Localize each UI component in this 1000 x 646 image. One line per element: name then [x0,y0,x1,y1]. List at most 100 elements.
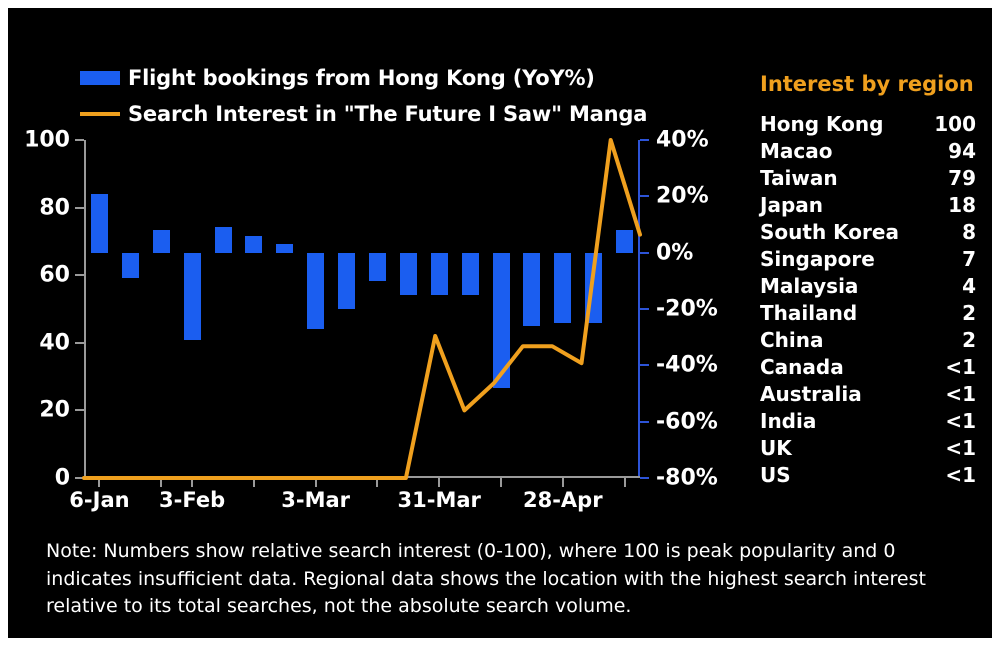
region-row: Singapore 7 [760,247,976,274]
right-axis-tick [640,420,649,423]
region-name: Macao [760,139,833,163]
x-axis-tick [438,478,441,487]
region-value: 100 [934,112,976,136]
x-axis-tick [191,478,194,487]
region-row: Malaysia 4 [760,274,976,301]
bar [121,252,139,278]
left-axis-tick-label: 100 [24,127,70,153]
right-axis-tick [640,364,649,367]
region-row: South Korea 8 [760,220,976,247]
legend-item-search-interest: Search Interest in "The Future I Saw" Ma… [80,96,720,132]
x-axis-tick [561,478,564,487]
region-value: 2 [962,328,976,352]
region-name: UK [760,436,792,460]
region-name: Japan [760,193,823,217]
region-value: <1 [945,463,976,487]
bar [90,193,108,253]
region-row: US <1 [760,463,976,490]
region-name: China [760,328,824,352]
legend-item-flight-bookings: Flight bookings from Hong Kong (YoY%) [80,60,720,96]
left-axis-tick-label: 80 [39,195,70,221]
region-name: Taiwan [760,166,838,190]
region-value: <1 [945,382,976,406]
bar [554,252,572,324]
interest-by-region-table: Interest by region Hong Kong 100 Macao 94 Ta… [760,72,976,490]
bar [461,252,479,295]
region-row: UK <1 [760,436,976,463]
right-axis-tick-label: -20% [656,296,718,322]
region-name: Australia [760,382,862,406]
left-axis-tick-label: 40 [39,330,70,356]
region-table-title: Interest by region [760,72,974,96]
x-axis-tick [314,478,317,487]
region-value: <1 [945,409,976,433]
line-series-search-interest [82,138,642,480]
left-axis-tick [75,206,84,209]
region-name: India [760,409,817,433]
x-axis-tick-label: 3-Feb [159,488,226,512]
left-axis-tick-label: 0 [54,465,70,491]
region-row: Taiwan 79 [760,166,976,193]
region-name: Hong Kong [760,112,884,136]
region-row: Australia <1 [760,382,976,409]
left-axis-tick [75,139,84,141]
region-row: Thailand 2 [760,301,976,328]
region-name: Singapore [760,247,875,271]
left-axis-tick-label: 60 [39,262,70,288]
x-axis-tick-label: 31-Mar [397,488,481,512]
right-axis-tick [640,251,649,254]
region-row: Canada <1 [760,355,976,382]
bar [307,252,325,329]
region-row: Hong Kong 100 [760,112,976,139]
region-value: 8 [962,220,976,244]
bar [245,235,263,253]
bar [492,252,510,388]
bar [616,230,634,253]
bar [368,252,386,281]
right-axis-tick [640,195,649,198]
right-axis-tick-label: -60% [656,409,718,435]
region-value: 79 [948,166,976,190]
bar [214,227,232,253]
left-axis-line [84,140,86,478]
left-axis-tick [75,477,84,479]
bar [152,230,170,253]
region-rows-container: Hong Kong 100 Macao 94 Taiwan 79 Japan 18 South … [760,112,976,490]
left-axis-tick-label: 20 [39,397,70,423]
legend-item-label: Search Interest in "The Future I Saw" Ma… [128,102,648,126]
x-axis-minor-tick [500,478,502,487]
right-axis-tick [640,308,649,310]
bar [183,252,201,340]
region-name: Canada [760,355,844,379]
region-name: US [760,463,791,487]
right-axis-tick-label: 20% [656,183,709,209]
right-axis-tick [640,477,649,479]
bar [338,252,356,309]
right-axis-tick-label: -40% [656,352,718,378]
right-axis-tick [640,139,649,141]
region-row: China 2 [760,328,976,355]
bar [399,252,417,295]
region-value: 7 [962,247,976,271]
x-axis-tick [98,478,101,487]
left-axis-tick [75,274,84,277]
bar [430,252,448,295]
region-row: Japan 18 [760,193,976,220]
bar [276,244,294,253]
x-axis-tick-label: 28-Apr [522,488,603,512]
region-name: Malaysia [760,274,859,298]
legend-item-label: Flight bookings from Hong Kong (YoY%) [128,66,595,90]
region-value: 94 [948,139,976,163]
chart-legend: Flight bookings from Hong Kong (YoY%) Se… [80,60,720,132]
region-name: Thailand [760,301,858,325]
right-axis-tick-label: -80% [656,465,718,491]
right-axis-tick-label: 40% [656,127,709,153]
region-row: Macao 94 [760,139,976,166]
x-axis-minor-tick [623,478,626,487]
x-axis-tick-label: 6-Jan [69,488,130,512]
line-swatch-icon [80,112,120,116]
chart-note: Note: Numbers show relative search inter… [46,540,926,618]
x-axis-minor-tick [160,478,163,487]
right-axis-tick-label: 0% [656,240,694,266]
